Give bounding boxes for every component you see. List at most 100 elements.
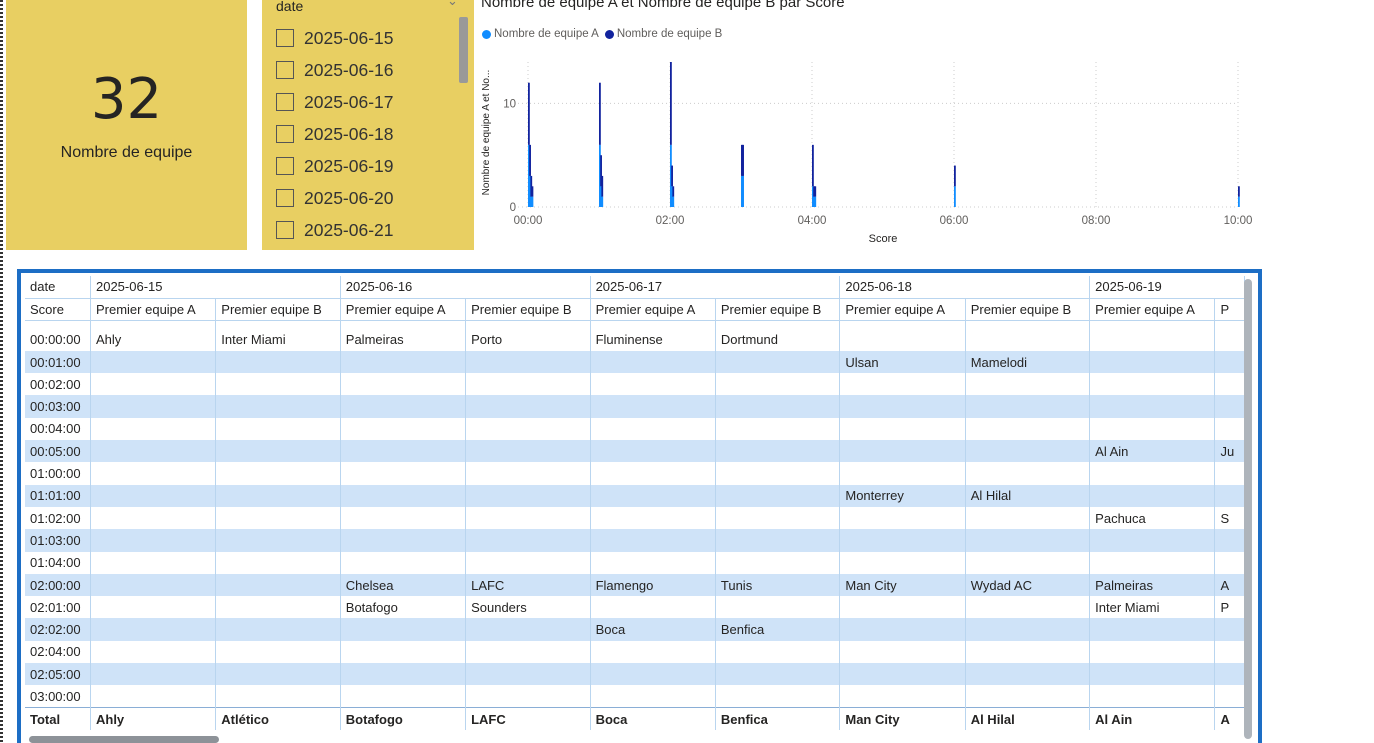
table-cell [839,663,966,686]
bar-series-a [812,186,814,207]
table-cell [965,618,1091,641]
table-row[interactable]: 02:02:00 Boca Benfica [25,618,1245,641]
column-group-header[interactable]: 2025-06-17 [590,276,841,299]
table-cell [965,663,1091,686]
row-header-score: 02:02:00 [25,618,91,641]
column-group-header[interactable]: 2025-06-16 [340,276,591,299]
table-row[interactable]: 00:05:00 Al Ain Ju [25,440,1245,463]
legend-item-a[interactable]: Nombre de equipe A [482,28,599,40]
table-row[interactable]: 02:05:00 [25,663,1245,686]
column-header-a[interactable]: Premier equipe A [839,298,966,322]
table-cell [1089,618,1216,641]
checkbox-icon[interactable] [276,61,294,79]
column-header-b[interactable]: Premier equipe B [465,298,591,322]
table-cell [340,685,467,708]
matrix-horizontal-scrollbar[interactable] [29,736,219,743]
table-cell [965,640,1091,664]
table-cell [965,551,1091,574]
table-row[interactable]: 00:00:00 Ahly Inter Miami Palmeiras Porto Flu… [25,328,1245,351]
row-header-score: 00:00:00 [25,328,91,351]
matrix-body: date 2025-06-15 2025-06-16 2025-06-17 2025-0… [25,276,1245,743]
row-header-score: 00:01:00 [25,350,91,374]
table-row[interactable]: 01:00:00 [25,462,1245,485]
column-header-b[interactable]: Premier equipe B [715,298,841,322]
bar-chart[interactable]: 00:00 02:00 04:00 06:00 08:00 10:00 0 10 Score No… [478,0,1278,255]
table-row[interactable]: 02:00:00 Chelsea LAFC Flamengo Tunis Man City… [25,573,1245,597]
table-cell [215,373,341,396]
table-cell: Al Hilal [965,484,1091,507]
table-row[interactable]: 00:01:00 Ulsan Mamelodi [25,350,1245,374]
checkbox-icon[interactable] [276,221,294,239]
total-cell: Man City [839,707,966,730]
table-cell [1214,350,1245,374]
total-cell: Al Hilal [965,707,1091,730]
chevron-down-icon[interactable]: ⌄ [447,0,458,9]
table-cell [839,506,966,530]
column-group-header[interactable]: 2025-06-18 [839,276,1091,299]
column-header-b[interactable]: Premier equipe B [215,298,341,322]
table-cell [90,373,217,396]
table-cell [90,462,217,485]
table-cell [340,663,467,686]
legend-item-b[interactable]: Nombre de equipe B [604,28,723,40]
table-cell [215,440,341,463]
table-cell [90,506,217,530]
column-group-header[interactable]: 2025-06-19 [1089,276,1245,299]
checkbox-icon[interactable] [276,189,294,207]
column-header-a[interactable]: Premier equipe A [1089,298,1216,322]
table-cell [839,440,966,463]
table-row[interactable]: 00:03:00 [25,395,1245,418]
table-row[interactable]: 03:00:00 [25,685,1245,708]
table-cell: A [1214,573,1245,597]
legend-label-a: Nombre de equipe A [494,28,599,40]
y-tick-label: 10 [503,98,516,110]
date-slicer[interactable]: date 2025-06-15 2025-06-16 2025-06-17 2025-… [262,0,474,250]
checkbox-icon[interactable] [276,125,294,143]
table-cell [465,529,591,552]
table-row[interactable]: 01:01:00 Monterrey Al Hilal [25,484,1245,507]
slicer-item[interactable]: 2025-06-20 [276,182,394,214]
bar-series-a [600,186,602,207]
slicer-item[interactable]: 2025-06-19 [276,150,394,182]
table-row[interactable]: 01:04:00 [25,551,1245,574]
column-group-header[interactable]: 2025-06-15 [90,276,341,299]
table-row[interactable]: 00:02:00 [25,373,1245,396]
table-cell [1089,663,1216,686]
matrix-visual[interactable]: date 2025-06-15 2025-06-16 2025-06-17 2025-0… [17,269,1262,743]
table-cell: Ju [1214,440,1245,463]
table-row[interactable]: 02:01:00 Botafogo Sounders Inter Miami P [25,596,1245,619]
checkbox-icon[interactable] [276,29,294,47]
slicer-item[interactable]: 2025-06-21 [276,214,394,246]
column-header-a[interactable]: Premier equipe A [340,298,467,322]
table-cell [215,685,341,708]
table-row[interactable]: 01:03:00 [25,529,1245,552]
checkbox-icon[interactable] [276,157,294,175]
table-cell [90,529,217,552]
slicer-item[interactable]: 2025-06-17 [276,86,394,118]
legend-label-b: Nombre de equipe B [616,28,723,40]
y-tick-label: 0 [510,202,516,214]
table-row[interactable]: 02:04:00 [25,640,1245,664]
table-cell [215,573,341,597]
slicer-item[interactable]: 2025-06-16 [276,54,394,86]
slicer-item[interactable]: 2025-06-15 [276,22,394,54]
column-header-b[interactable]: Premier equipe B [965,298,1091,322]
table-cell [340,417,467,441]
bar-series-a [741,175,743,207]
bar-series-b [814,186,817,197]
column-header-a[interactable]: Premier equipe A [90,298,217,322]
column-header-a[interactable]: Premier equipe A [590,298,716,322]
table-cell: Botafogo [340,596,467,619]
table-row[interactable]: 01:02:00 Pachuca S [25,506,1245,530]
slicer-item[interactable]: 2025-06-18 [276,118,394,150]
table-cell [839,618,966,641]
x-tick-label: 00:00 [514,215,543,227]
kpi-card[interactable]: 32 Nombre de equipe [6,0,247,250]
spacer-cell [839,320,966,329]
checkbox-icon[interactable] [276,93,294,111]
x-axis-label: Score [869,233,898,245]
matrix-vertical-scrollbar[interactable] [1244,279,1252,739]
column-header-b[interactable]: P [1214,298,1245,322]
table-row[interactable]: 00:04:00 [25,417,1245,441]
slicer-scrollbar[interactable] [459,17,468,83]
